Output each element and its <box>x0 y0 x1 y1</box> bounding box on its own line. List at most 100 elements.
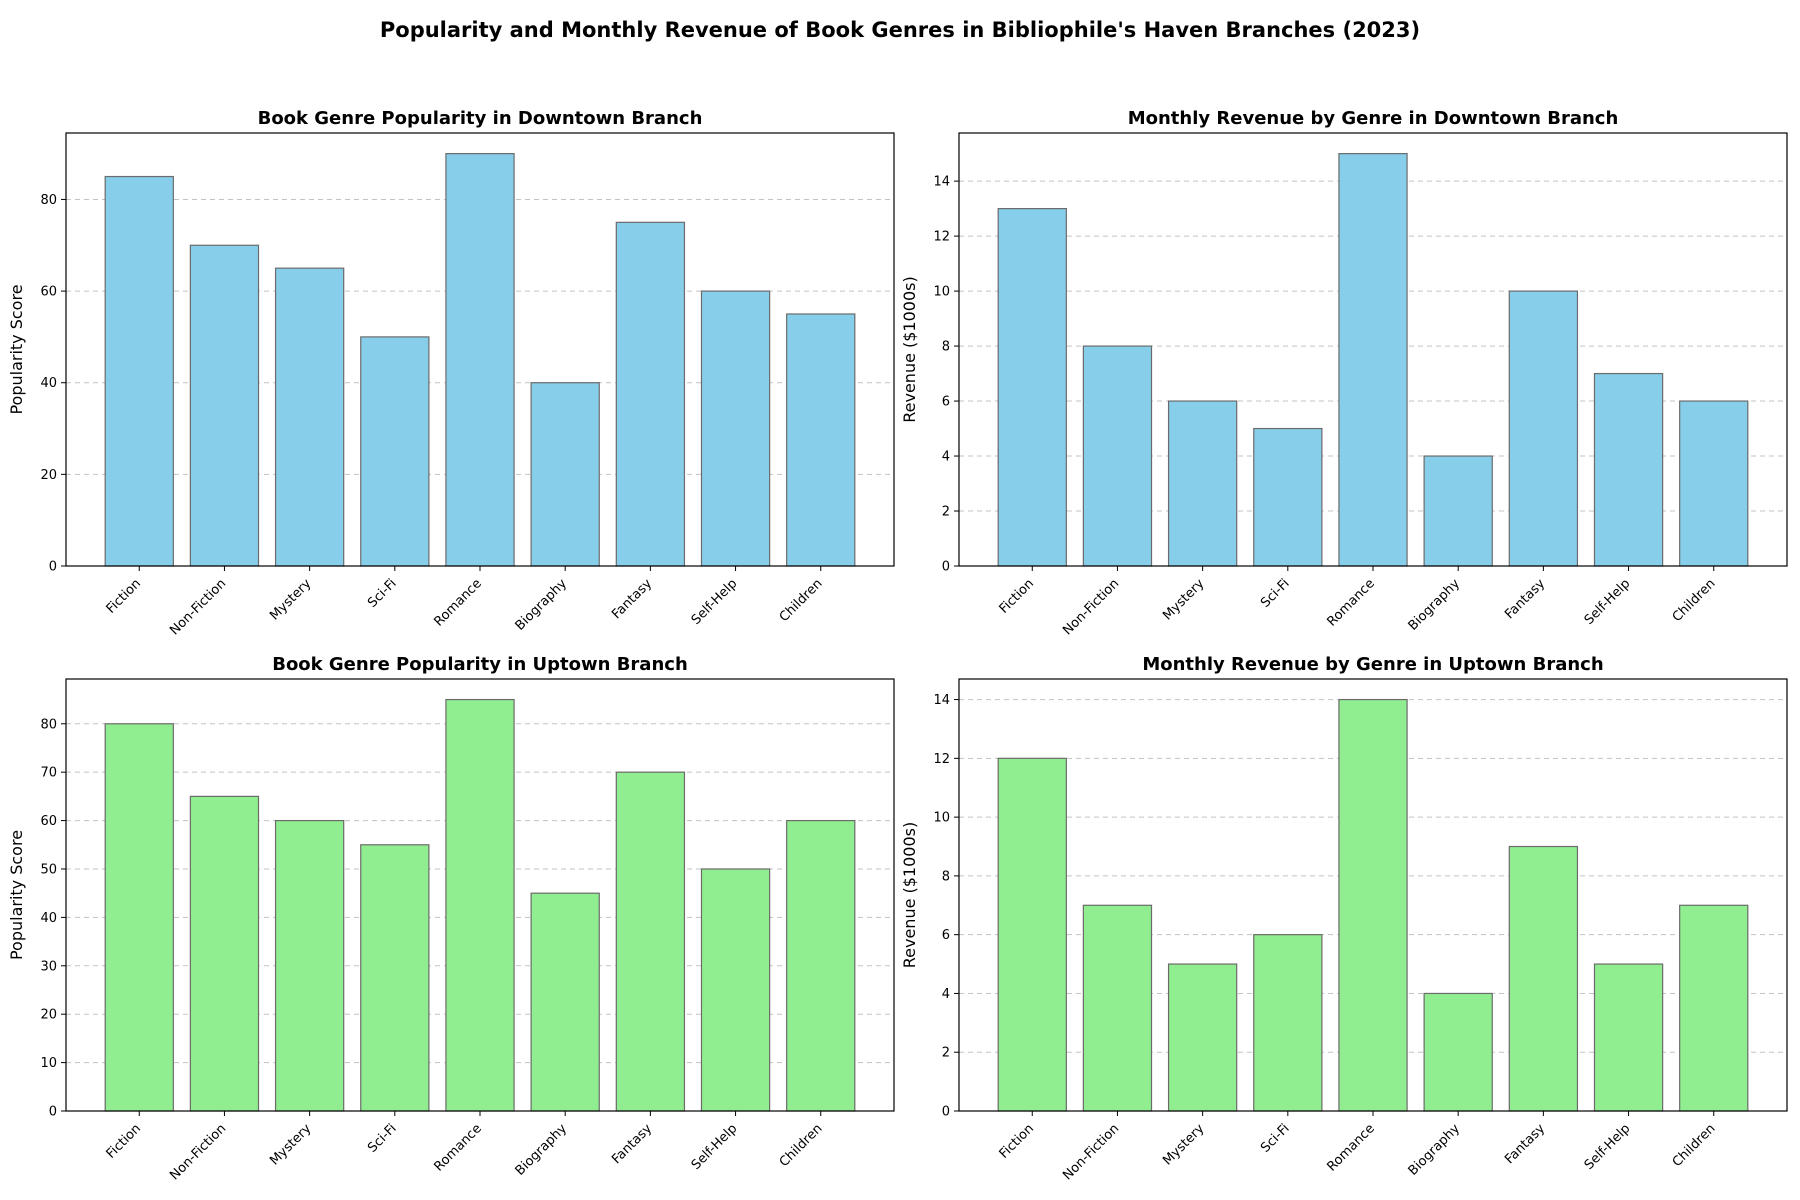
x-tick-label-biography: Biography <box>1406 576 1464 634</box>
x-tick-label-fiction: Fiction <box>104 576 144 616</box>
x-tick-label-self-help: Self-Help <box>689 576 741 628</box>
y-tick-label: 70 <box>40 766 57 781</box>
y-tick-label: 50 <box>40 862 57 877</box>
x-tick-label-sci-fi: Sci-Fi <box>1258 1121 1293 1156</box>
x-tick-label-romance: Romance <box>1324 1121 1377 1174</box>
bar-self-help <box>700 868 771 1112</box>
y-tick-label: 10 <box>40 1056 57 1071</box>
chart-title: Monthly Revenue by Genre in Downtown Bra… <box>1128 108 1619 129</box>
bar-non-fiction <box>189 795 260 1112</box>
x-tick-label-children: Children <box>1670 576 1719 625</box>
bar-non-fiction <box>189 244 260 567</box>
chart-title: Book Genre Popularity in Downtown Branch <box>258 108 703 129</box>
bar-mystery <box>1167 400 1238 567</box>
x-tick-label-sci-fi: Sci-Fi <box>1258 576 1293 611</box>
x-tick-label-biography: Biography <box>513 1121 571 1179</box>
chart-panel-2: 0 2 4 6 8 10 12 14 Fiction Non-Fiction Mystery Sci-… <box>900 108 1788 638</box>
bar-biography <box>530 382 600 567</box>
x-tick-label-self-help: Self-Help <box>1582 1121 1634 1173</box>
y-tick-label: 20 <box>40 468 57 483</box>
bar-biography <box>1423 992 1493 1112</box>
y-tick-label: 40 <box>40 376 57 391</box>
x-tick-label-fantasy: Fantasy <box>609 1121 655 1167</box>
y-tick-label: 0 <box>49 1105 57 1120</box>
x-tick-label-mystery: Mystery <box>267 1121 314 1168</box>
bar-romance <box>1338 153 1408 567</box>
chart-title: Monthly Revenue by Genre in Uptown Branc… <box>1142 654 1603 675</box>
x-tick-label-mystery: Mystery <box>267 576 314 623</box>
y-tick-label: 60 <box>40 814 57 829</box>
y-tick-label: 6 <box>942 395 950 410</box>
y-axis-label: Popularity Score <box>7 284 26 414</box>
bar-sci-fi <box>360 336 430 567</box>
bar-mystery <box>274 267 345 567</box>
bar-non-fiction <box>1082 904 1153 1112</box>
bar-sci-fi <box>1253 427 1323 567</box>
x-tick-label-children: Children <box>777 576 826 625</box>
x-tick-label-romance: Romance <box>431 1121 484 1174</box>
y-tick-label: 0 <box>49 560 57 575</box>
bar-fiction <box>104 723 174 1112</box>
bar-self-help <box>700 290 771 567</box>
x-tick-label-fantasy: Fantasy <box>1502 1121 1548 1167</box>
x-tick-label-non-fiction: Non-Fiction <box>1060 1121 1122 1183</box>
bar-fiction <box>997 757 1067 1112</box>
y-tick-label: 10 <box>933 285 950 300</box>
y-tick-label: 60 <box>40 285 57 300</box>
bar-romance <box>445 153 515 567</box>
y-tick-label: 14 <box>933 175 950 190</box>
x-tick-label-biography: Biography <box>513 576 571 634</box>
y-tick-label: 12 <box>933 752 950 767</box>
x-tick-label-fiction: Fiction <box>104 1121 144 1161</box>
y-tick-label: 0 <box>942 1105 950 1120</box>
x-tick-label-romance: Romance <box>1324 576 1377 629</box>
x-tick-label-sci-fi: Sci-Fi <box>365 1121 400 1156</box>
bar-children <box>786 313 856 567</box>
bar-fantasy <box>1508 290 1579 567</box>
bar-children <box>1679 400 1749 567</box>
x-tick-label-biography: Biography <box>1406 1121 1464 1179</box>
bar-sci-fi <box>360 844 430 1112</box>
y-tick-label: 20 <box>40 1008 57 1023</box>
bar-children <box>1679 904 1749 1112</box>
bar-biography <box>530 892 600 1112</box>
bar-mystery <box>274 819 345 1112</box>
y-tick-label: 8 <box>942 869 950 884</box>
bar-sci-fi <box>1253 934 1323 1112</box>
x-tick-label-mystery: Mystery <box>1160 1121 1207 1168</box>
x-tick-label-fantasy: Fantasy <box>609 576 655 622</box>
y-tick-label: 4 <box>942 450 950 465</box>
x-tick-label-romance: Romance <box>431 576 484 629</box>
figure-title: Popularity and Monthly Revenue of Book G… <box>379 18 1421 42</box>
bar-mystery <box>1167 963 1238 1112</box>
y-axis-label: Revenue ($1000s) <box>900 276 919 422</box>
bar-fantasy <box>1508 845 1579 1112</box>
y-tick-label: 14 <box>933 693 950 708</box>
x-tick-label-non-fiction: Non-Fiction <box>1060 576 1122 638</box>
x-tick-label-non-fiction: Non-Fiction <box>167 1121 229 1183</box>
chart-panel-1: 0 20 40 60 80 Fiction Non-Fiction Mystery Sci-Fi… <box>7 108 895 638</box>
x-tick-label-non-fiction: Non-Fiction <box>167 576 229 638</box>
x-tick-label-self-help: Self-Help <box>1582 576 1634 628</box>
y-tick-label: 80 <box>40 717 57 732</box>
x-tick-label-fiction: Fiction <box>997 576 1037 616</box>
bar-romance <box>445 698 515 1112</box>
bar-children <box>786 819 856 1112</box>
x-tick-label-fantasy: Fantasy <box>1502 576 1548 622</box>
bar-romance <box>1338 698 1408 1112</box>
y-tick-label: 8 <box>942 340 950 355</box>
bar-non-fiction <box>1082 345 1153 567</box>
bar-fantasy <box>615 221 686 567</box>
y-tick-label: 0 <box>942 560 950 575</box>
chart-title: Book Genre Popularity in Uptown Branch <box>272 654 688 675</box>
y-tick-label: 2 <box>942 1046 950 1061</box>
y-tick-label: 2 <box>942 505 950 520</box>
x-tick-label-mystery: Mystery <box>1160 576 1207 623</box>
bar-fantasy <box>615 771 686 1112</box>
bar-biography <box>1423 455 1493 567</box>
bar-fiction <box>997 208 1067 567</box>
chart-panel-3: 0 10 20 30 40 50 60 70 80 Fiction Non-Fiction Myste… <box>7 654 895 1183</box>
x-tick-label-fiction: Fiction <box>997 1121 1037 1161</box>
